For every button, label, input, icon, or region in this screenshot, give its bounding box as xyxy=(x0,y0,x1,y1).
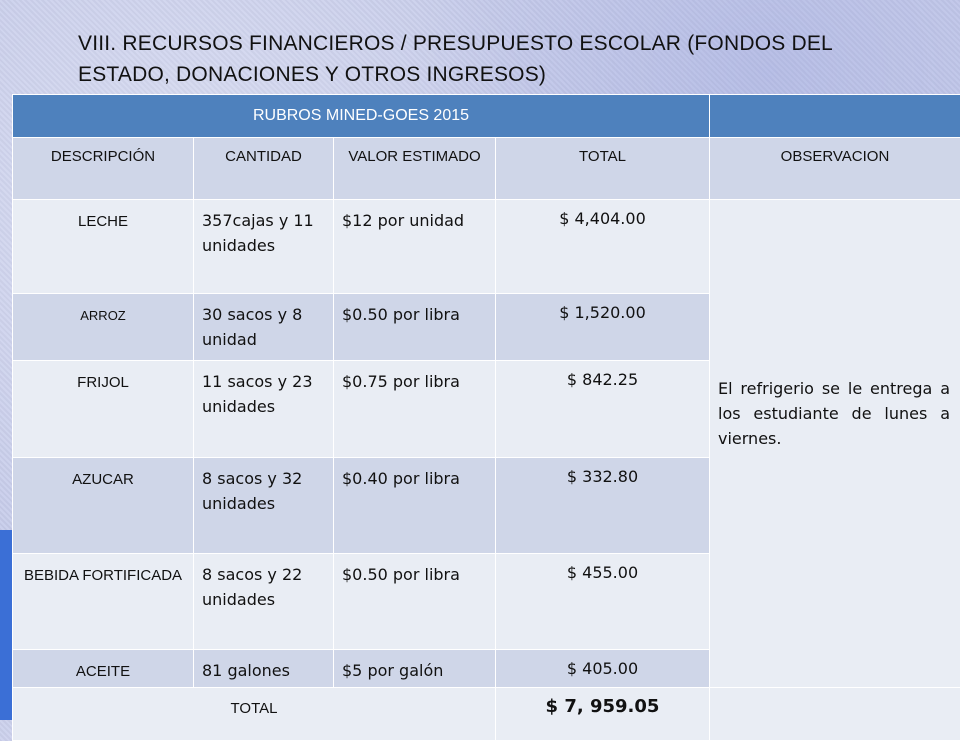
row-total: $ 4,404.00 xyxy=(496,200,710,294)
row-cantidad: 11 sacos y 23 unidades xyxy=(194,361,334,458)
observacion-text: El refrigerio se le entrega a los estudi… xyxy=(710,376,960,511)
row-cantidad: 357cajas y 11 unidades xyxy=(194,200,334,294)
column-header-observacion: OBSERVACION xyxy=(710,138,960,200)
column-header-valor-estimado: VALOR ESTIMADO xyxy=(334,138,496,200)
row-descripcion: AZUCAR xyxy=(13,458,194,554)
row-valor-estimado: $0.75 por libra xyxy=(334,361,496,458)
total-value: $ 7, 959.05 xyxy=(496,688,710,741)
row-valor-estimado: $0.40 por libra xyxy=(334,458,496,554)
left-accent-bar xyxy=(0,530,12,720)
row-valor-estimado: $0.50 por libra xyxy=(334,554,496,650)
section-header-blank-cell xyxy=(710,95,960,138)
row-valor-estimado: $0.50 por libra xyxy=(334,294,496,361)
observacion-cell: El refrigerio se le entrega a los estudi… xyxy=(710,200,960,688)
row-descripcion: ARROZ xyxy=(13,294,194,361)
row-total: $ 1,520.00 xyxy=(496,294,710,361)
row-descripcion: FRIJOL xyxy=(13,361,194,458)
row-cantidad: 30 sacos y 8 unidad xyxy=(194,294,334,361)
table-section-header-row: RUBROS MINED-GOES 2015 xyxy=(13,95,960,138)
row-total: $ 455.00 xyxy=(496,554,710,650)
row-valor-estimado: $12 por unidad xyxy=(334,200,496,294)
row-descripcion: LECHE xyxy=(13,200,194,294)
column-header-descripcion: DESCRIPCIÓN xyxy=(13,138,194,200)
row-descripcion: BEBIDA FORTIFICADA xyxy=(13,554,194,650)
slide-title: VIII. RECURSOS FINANCIEROS / PRESUPUESTO… xyxy=(78,28,898,90)
row-cantidad: 8 sacos y 22 unidades xyxy=(194,554,334,650)
row-cantidad: 8 sacos y 32 unidades xyxy=(194,458,334,554)
column-header-cantidad: CANTIDAD xyxy=(194,138,334,200)
row-cantidad: 81 galones xyxy=(194,650,334,688)
budget-table: RUBROS MINED-GOES 2015 DESCRIPCIÓN CANTI… xyxy=(12,94,960,741)
row-total: $ 332.80 xyxy=(496,458,710,554)
row-total: $ 842.25 xyxy=(496,361,710,458)
column-header-total: TOTAL xyxy=(496,138,710,200)
total-blank-cell xyxy=(710,688,960,741)
total-label: TOTAL xyxy=(13,688,496,741)
column-header-row: DESCRIPCIÓN CANTIDAD VALOR ESTIMADO TOTA… xyxy=(13,138,960,200)
row-total: $ 405.00 xyxy=(496,650,710,688)
total-row: TOTAL $ 7, 959.05 xyxy=(13,688,960,741)
row-valor-estimado: $5 por galón xyxy=(334,650,496,688)
row-descripcion: ACEITE xyxy=(13,650,194,688)
section-header: RUBROS MINED-GOES 2015 xyxy=(13,95,710,138)
table-row: LECHE 357cajas y 11 unidades $12 por uni… xyxy=(13,200,960,294)
